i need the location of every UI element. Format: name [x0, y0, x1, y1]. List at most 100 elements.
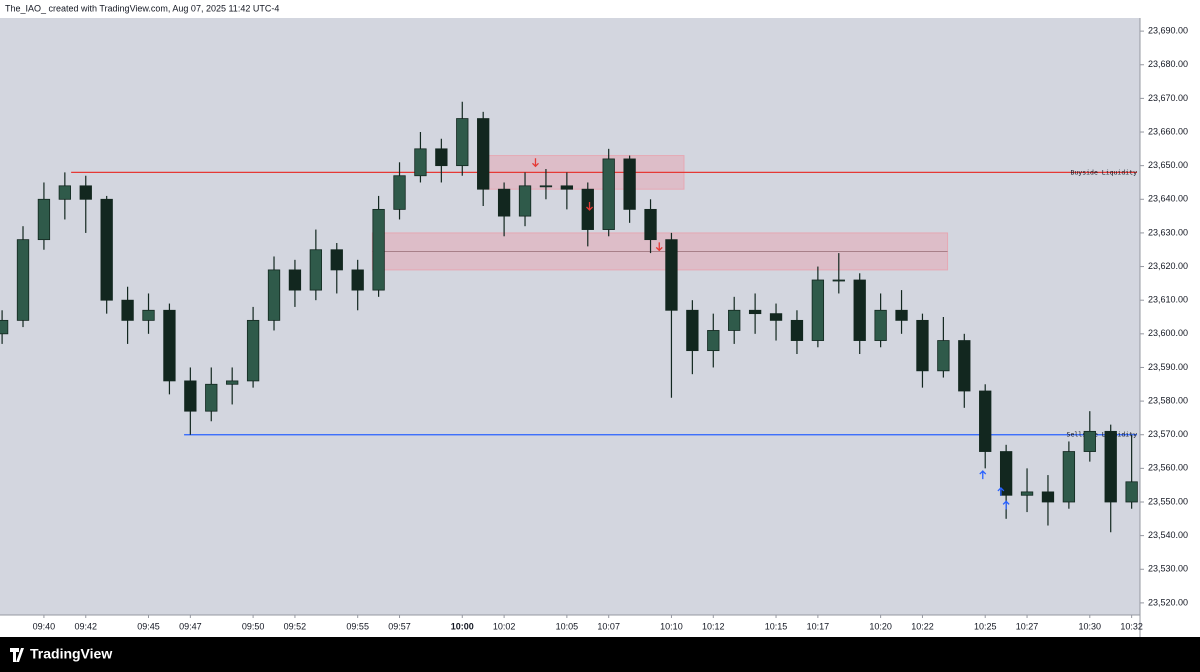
watermark: TradingView: [30, 646, 112, 662]
candle-body: [246, 319, 260, 382]
candle-body: [1062, 451, 1076, 503]
candle-body: [184, 380, 197, 412]
y-tick-label: 23,690.00: [1148, 25, 1188, 35]
candle-body: [895, 309, 908, 321]
logo-mark: [10, 648, 24, 662]
candle-body: [644, 208, 657, 241]
candle-body: [393, 175, 406, 210]
signal-arrow: [586, 202, 593, 211]
candle-body: [728, 309, 741, 331]
x-tick-label: 09:40: [33, 621, 56, 631]
candle-body: [560, 185, 574, 190]
x-tick-label: 10:25: [974, 621, 997, 631]
candle-body: [288, 269, 302, 291]
candle-body: [142, 309, 155, 321]
candle-body: [686, 309, 699, 352]
candle-body: [581, 188, 594, 230]
x-tick-label: 09:55: [346, 621, 369, 631]
price-axis: [1140, 18, 1200, 637]
candle-body: [1125, 481, 1138, 503]
x-tick-label: 10:30: [1079, 621, 1102, 631]
candle-body: [707, 330, 720, 352]
candle-body: [1083, 430, 1096, 452]
candle-body: [435, 148, 448, 167]
y-tick-label: 23,630.00: [1148, 227, 1188, 237]
candle-body: [497, 188, 511, 217]
signal-arrow: [979, 470, 987, 480]
time-axis: [0, 615, 1140, 637]
y-tick-label: 23,550.00: [1148, 496, 1188, 506]
candle-body: [539, 185, 553, 188]
candle-body: [267, 269, 281, 321]
candle-body: [372, 208, 385, 291]
y-tick-label: 23,610.00: [1148, 295, 1188, 305]
candle-body: [937, 340, 950, 372]
x-tick-label: 10:20: [869, 621, 892, 631]
candle-body: [602, 158, 615, 230]
x-tick-label: 10:00: [451, 621, 474, 631]
candle-body: [811, 279, 825, 341]
candle-body: [623, 158, 636, 210]
y-tick-label: 23,520.00: [1148, 597, 1188, 607]
candle-body: [958, 340, 971, 392]
x-tick-label: 10:22: [911, 621, 934, 631]
x-tick-label: 09:57: [388, 621, 411, 631]
x-tick-label: 10:12: [702, 621, 725, 631]
candle-body: [477, 118, 490, 190]
candle-body: [58, 185, 71, 200]
x-tick-label: 09:52: [284, 621, 307, 631]
candle-body: [748, 309, 762, 315]
x-tick-label: 10:02: [493, 621, 516, 631]
y-tick-label: 23,540.00: [1148, 530, 1188, 540]
candle-body: [1104, 430, 1117, 503]
candle-body: [163, 309, 176, 382]
x-tick-label: 10:27: [1016, 621, 1039, 631]
liquidity-label: Buyside Liquidity: [1070, 168, 1137, 176]
candle-body: [790, 319, 804, 341]
candle-body: [0, 319, 9, 335]
plot-area: [0, 18, 1140, 615]
y-tick-label: 23,590.00: [1148, 362, 1188, 372]
candle-body: [665, 239, 678, 311]
candle-body: [226, 380, 239, 385]
x-tick-label: 09:45: [137, 621, 160, 631]
candle-body: [456, 118, 469, 167]
signal-arrow: [655, 242, 663, 252]
caption: The_IAO_ created with TradingView.com, A…: [5, 3, 279, 13]
candle-body: [37, 198, 51, 241]
liquidity-label: Sellside Liquidity: [1067, 431, 1138, 439]
signal-arrow: [532, 158, 539, 168]
y-tick-label: 23,600.00: [1148, 328, 1188, 338]
candle-body: [16, 239, 30, 321]
candle-body: [414, 148, 427, 177]
candle-body: [121, 299, 134, 321]
candle-body: [874, 309, 887, 341]
candle-body: [351, 269, 364, 291]
y-tick-label: 23,530.00: [1148, 564, 1188, 574]
candle-body: [916, 319, 929, 372]
candle-body: [832, 279, 845, 282]
x-tick-label: 10:15: [765, 621, 788, 631]
candle-body: [853, 279, 866, 341]
y-tick-label: 23,570.00: [1148, 429, 1188, 439]
candle-body: [309, 249, 323, 291]
x-tick-label: 10:32: [1120, 621, 1143, 631]
footer-bar: [0, 637, 1200, 672]
signal-arrow: [997, 486, 1005, 496]
y-tick-label: 23,680.00: [1148, 59, 1188, 69]
y-tick-label: 23,650.00: [1148, 160, 1188, 170]
candle-body: [79, 185, 92, 200]
header-bar: [0, 0, 1200, 18]
x-tick-label: 09:47: [179, 621, 202, 631]
candle-body: [518, 185, 532, 217]
candle-body: [205, 383, 218, 412]
logo: [10, 648, 24, 662]
y-tick-label: 23,580.00: [1148, 395, 1188, 405]
x-tick-label: 09:50: [242, 621, 265, 631]
plot: Buyside Liquidity Sellside Liquidity: [0, 101, 1138, 533]
y-tick-label: 23,670.00: [1148, 93, 1188, 103]
candle-body: [1020, 491, 1034, 496]
y-tick-label: 23,660.00: [1148, 126, 1188, 136]
candle-body: [330, 249, 343, 271]
